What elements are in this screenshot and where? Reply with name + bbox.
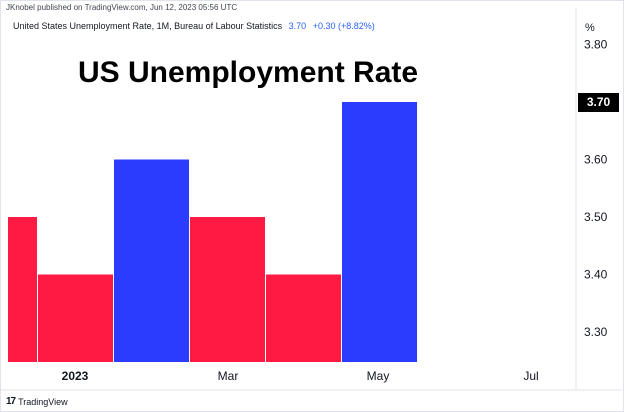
bar-mar-2023[interactable] <box>190 217 265 362</box>
y-tick-label: 3.80 <box>584 38 608 52</box>
bar-may-2023[interactable] <box>342 102 417 362</box>
tradingview-logo-icon: 17 <box>6 396 16 407</box>
bar-feb-2023[interactable] <box>114 159 189 363</box>
bars-layer <box>8 102 417 362</box>
price-scale-unit: % <box>585 22 595 34</box>
bar-apr-2023[interactable] <box>266 274 341 363</box>
x-tick-label: May <box>367 369 390 383</box>
symbol-change: +0.30 (+8.82%) <box>312 21 375 31</box>
symbol-description: United States Unemployment Rate, 1M, Bur… <box>13 21 283 31</box>
symbol-legend[interactable]: United States Unemployment Rate, 1M, Bur… <box>13 21 375 31</box>
bar-jan-2023[interactable] <box>38 274 113 363</box>
y-axis-ticks: 3.803.703.603.503.403.30 <box>584 38 608 340</box>
x-tick-label: Jul <box>523 369 538 383</box>
x-tick-label: 2023 <box>62 369 89 383</box>
x-tick-label: Mar <box>218 369 239 383</box>
chart-title: US Unemployment Rate <box>78 56 419 89</box>
last-value-badge: 3.70 <box>578 93 619 112</box>
tradingview-logo-text: TradingView <box>18 396 68 407</box>
y-tick-label: 3.50 <box>584 210 608 224</box>
tradingview-logo[interactable]: 17 TradingView <box>6 396 68 407</box>
publisher-attribution: JKnobel published on TradingView.com, Ju… <box>6 3 238 12</box>
x-axis-ticks: 2023 Mar May Jul <box>62 369 539 383</box>
y-tick-label: 3.40 <box>584 268 608 282</box>
bar-dec-2022[interactable] <box>8 217 37 362</box>
symbol-last-value: 3.70 <box>288 21 307 31</box>
y-tick-label: 3.30 <box>584 325 608 339</box>
y-tick-label: 3.60 <box>584 153 608 167</box>
